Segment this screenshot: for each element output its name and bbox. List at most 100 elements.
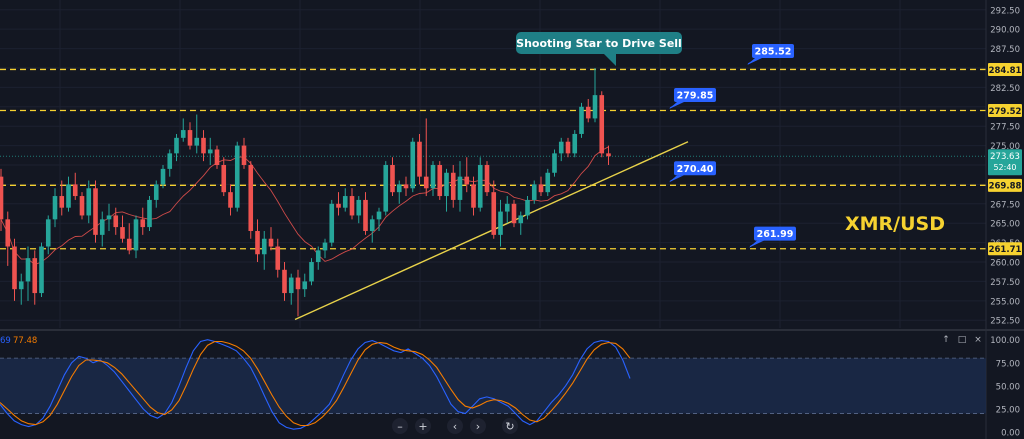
pane-control-button-0[interactable]: ↑ [942,335,950,345]
pane-control-button-2[interactable]: × [974,335,982,345]
candle-body [423,176,429,189]
annotation-text: Shooting Star to Drive Sell [516,37,682,50]
candle-body [322,242,328,251]
toolbar-button-4[interactable]: ↻ [502,418,518,434]
toolbar-button-label: – [397,420,403,433]
candle-body [45,219,51,247]
candle-body [464,176,470,185]
pane-control-label: □ [958,335,967,345]
osc-series-line-1 [0,340,631,427]
candle-body [25,258,31,282]
pane-control-label: × [974,335,982,345]
candle-body [72,184,78,197]
callout-label-2: 270.40 [677,164,714,175]
level-tag-3: 261.71 [989,245,1022,255]
candle-body [302,281,308,290]
candle-body [538,184,544,193]
candle-body [450,172,456,200]
candle-body [261,238,267,255]
callout-box-1 [674,87,716,102]
candle-body [153,184,159,200]
osc-value-prefix: 69 [0,336,11,346]
price-tick-label: 267.50 [990,200,1020,210]
level-tag-bg-2 [988,178,1022,192]
level-tag-bg-3 [988,242,1022,256]
toolbar-button-label: › [476,420,480,433]
candle-body [207,149,213,154]
candle-body [187,130,193,146]
candle-body [120,227,125,239]
callout-box-3 [754,226,796,241]
annotation-bubble [516,32,682,54]
candle-body [288,277,294,294]
candle-body [295,277,301,290]
current-price-timer: 52:40 [993,163,1016,172]
candle-body [511,203,517,224]
candle-body [194,137,200,146]
toolbar-button-0[interactable]: – [392,418,408,434]
callout-label-3: 261.99 [757,229,794,240]
candle-body [228,192,233,208]
price-tick-label: 277.50 [990,123,1020,133]
pane-control-label: ↑ [942,335,950,345]
toolbar-button-label: ↻ [505,420,514,433]
candle-body [396,184,402,193]
candle-body [572,133,578,154]
osc-tick-label: 50.00 [996,382,1020,392]
price-tick-label: 290.00 [990,26,1020,36]
toolbar-button-1[interactable]: + [415,418,431,434]
candle-body [79,196,85,216]
candle-body [52,196,58,220]
symbol-label: XMR/USD [845,213,945,235]
candle-body [329,203,335,243]
candle-body [369,219,375,231]
candle-body [403,184,409,189]
candle-body [525,199,530,216]
candle-body [99,219,105,235]
callout-label-0: 285.52 [755,46,792,57]
callout-box-2 [674,161,716,176]
osc-band [0,358,986,414]
callout-arrow-0 [747,57,762,65]
candle-body [221,165,227,193]
pane-control-button-1[interactable]: □ [958,335,967,345]
candle-body [477,165,483,208]
candle-body [579,106,584,134]
candle-body [383,165,389,212]
price-tick-label: 260.00 [990,259,1020,269]
osc-value-label: 77.48 [13,336,37,346]
candle-body [174,137,179,154]
candle-body [545,172,551,193]
candle-body [255,230,260,255]
candle-body [336,203,341,208]
osc-tick-label: 75.00 [996,359,1020,369]
candle-body [592,95,598,119]
candle-body [342,196,348,208]
candle-body [356,199,362,216]
current-price-label: 273.63 [990,152,1020,162]
price-tick-label: 292.50 [990,6,1020,16]
candle-body [606,153,611,157]
candle-body [0,176,4,220]
candle-body [32,258,38,294]
toolbar-button-3[interactable]: › [470,418,486,434]
candle-body [309,262,314,282]
candle-body [363,199,368,231]
price-tick-label: 282.50 [990,84,1020,94]
candle-body [430,165,436,189]
toolbar-button-bg [470,418,486,434]
candle-body [106,215,112,220]
price-tick-label: 275.00 [990,142,1020,152]
candle-body [437,165,443,197]
candle-body [518,215,524,224]
candle-body [167,153,173,169]
candle-body [498,211,503,235]
candle-body [18,281,24,290]
candle-body [201,137,206,154]
candle-body [484,165,490,193]
candle-body [86,188,92,216]
callout-arrow-1 [669,101,684,109]
candle-body [471,184,476,208]
toolbar-button-2[interactable]: ‹ [447,418,463,434]
